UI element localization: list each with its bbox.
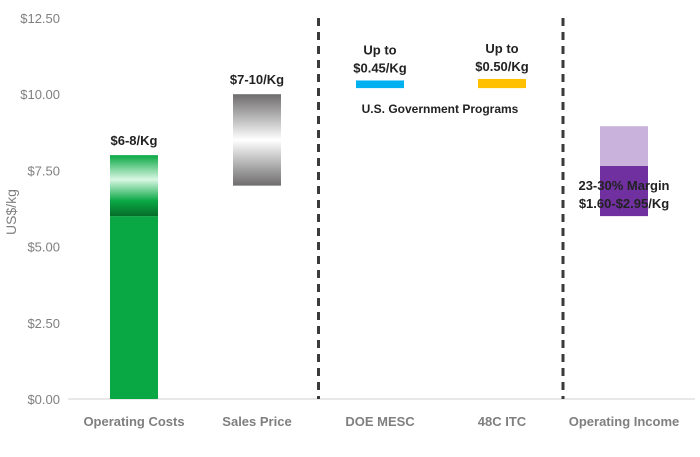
x-tick-label: Operating Income	[569, 414, 680, 429]
y-tick-label: $10.00	[20, 87, 60, 102]
bar	[233, 94, 281, 186]
x-tick-label: Sales Price	[222, 414, 291, 429]
bar-label: $0.45/Kg	[353, 60, 407, 75]
y-tick-labels: $0.00 $2.50 $5.00 $7.50 $10.00 $12.50	[20, 11, 60, 407]
y-tick-label: $0.00	[27, 392, 60, 407]
bar	[110, 216, 158, 399]
bar	[110, 155, 158, 217]
bar	[356, 80, 404, 89]
group-note: U.S. Government Programs	[362, 102, 519, 116]
y-tick-label: $5.00	[27, 240, 60, 255]
y-axis-label: US$/kg	[3, 189, 19, 235]
section-dividers	[317, 18, 565, 399]
y-tick-label: $2.50	[27, 316, 60, 331]
bar	[478, 78, 526, 89]
bar	[600, 126, 648, 166]
bar-label: $7-10/Kg	[230, 72, 284, 87]
bar-label: 23-30% Margin	[578, 178, 669, 193]
y-tick-label: $12.50	[20, 11, 60, 26]
x-tick-label: Operating Costs	[83, 414, 184, 429]
y-tick-label: $7.50	[27, 163, 60, 178]
bar-label: Up to	[485, 41, 518, 56]
x-tick-label: DOE MESC	[345, 414, 415, 429]
bar-label: $6-8/Kg	[111, 133, 158, 148]
bar-label: Up to	[363, 42, 396, 57]
bar-label: $0.50/Kg	[475, 59, 529, 74]
x-tick-labels: Operating Costs Sales Price DOE MESC 48C IT…	[83, 414, 679, 429]
bar-label: $1.60-$2.95/Kg	[579, 196, 669, 211]
bars	[110, 78, 648, 399]
bar	[600, 165, 648, 217]
bar-labels: $6-8/Kg $7-10/Kg Up to $0.45/Kg Up to $0.50/K…	[111, 41, 670, 211]
x-tick-label: 48C ITC	[478, 414, 527, 429]
y-axis: US$/kg $0.00 $2.50 $5.00 $7.50 $10.00 $12.50	[3, 11, 60, 407]
